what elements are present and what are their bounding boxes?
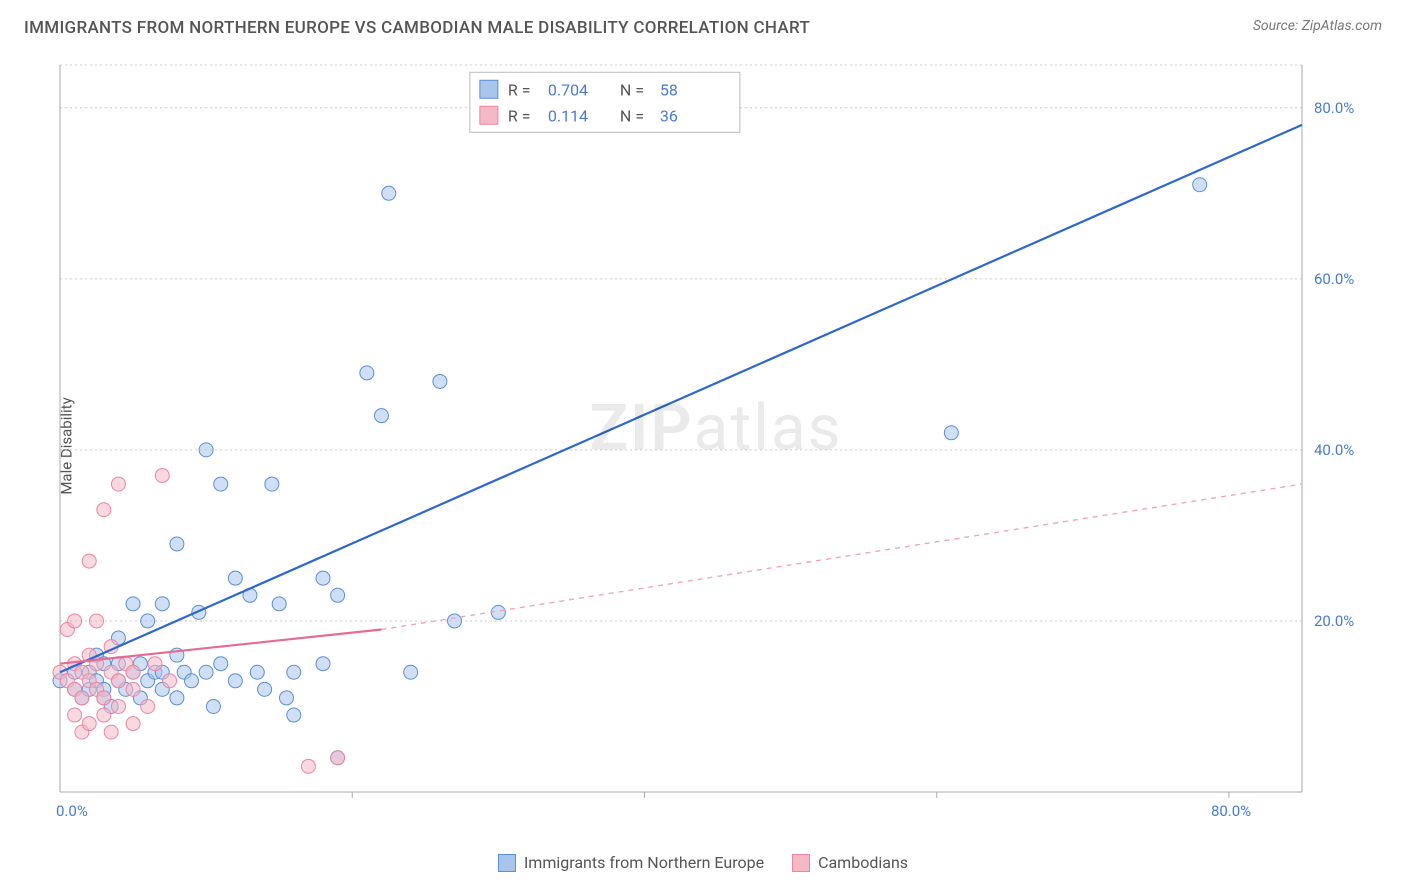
data-point: [68, 708, 82, 722]
data-point: [90, 614, 104, 628]
data-point: [374, 409, 388, 423]
data-point: [214, 477, 228, 491]
data-point: [75, 691, 89, 705]
correlation-legend: R = 0.704 N = 58 R = 0.114 N = 36: [470, 72, 740, 132]
data-point: [382, 186, 396, 200]
source-label: Source:: [1253, 18, 1298, 34]
legend-label-1: Immigrants from Northern Europe: [524, 853, 764, 872]
data-point: [199, 443, 213, 457]
legend-swatch: [480, 106, 498, 124]
data-point: [163, 674, 177, 688]
scatter-chart-svg: 20.0% 40.0% 60.0% 80.0% 0.0% 80.0% R = 0.704 N =…: [50, 55, 1382, 832]
data-point: [331, 751, 345, 765]
data-point: [126, 717, 140, 731]
legend-n-label: N =: [620, 80, 644, 99]
data-point: [126, 682, 140, 696]
data-point: [97, 708, 111, 722]
data-point: [82, 717, 96, 731]
data-point: [287, 665, 301, 679]
data-point: [279, 691, 293, 705]
data-point: [170, 691, 184, 705]
data-point: [944, 426, 958, 440]
legend-n-label: N =: [620, 106, 644, 125]
data-point: [228, 674, 242, 688]
data-point: [111, 699, 125, 713]
source-attribution: Source: ZipAtlas.com: [1253, 18, 1382, 34]
source-name: ZipAtlas.com: [1302, 18, 1382, 34]
data-point: [126, 597, 140, 611]
data-point: [433, 374, 447, 388]
legend-swatch-2: [792, 854, 810, 872]
data-point: [185, 674, 199, 688]
data-point: [141, 699, 155, 713]
legend-item-series-2: Cambodians: [792, 853, 908, 872]
data-point: [448, 614, 462, 628]
legend-n-value: 36: [660, 106, 678, 125]
legend-r-value: 0.114: [548, 106, 588, 125]
data-point: [206, 699, 220, 713]
legend-r-value: 0.704: [548, 80, 588, 99]
data-point: [316, 657, 330, 671]
legend-item-series-1: Immigrants from Northern Europe: [498, 853, 764, 872]
bottom-legend: Immigrants from Northern Europe Cambodia…: [0, 853, 1406, 872]
data-point: [258, 682, 272, 696]
y-tick-label: 20.0%: [1314, 612, 1354, 630]
legend-n-value: 58: [660, 80, 678, 99]
data-point: [250, 665, 264, 679]
data-point: [82, 554, 96, 568]
legend-swatch: [480, 80, 498, 98]
chart-area: 20.0% 40.0% 60.0% 80.0% 0.0% 80.0% R = 0.704 N =…: [50, 55, 1382, 832]
legend-swatch-1: [498, 854, 516, 872]
data-point: [316, 571, 330, 585]
data-point: [301, 759, 315, 773]
data-point: [155, 597, 169, 611]
data-point: [287, 708, 301, 722]
data-point: [97, 503, 111, 517]
data-point: [126, 665, 140, 679]
y-tick-label: 60.0%: [1314, 270, 1354, 288]
data-point: [148, 657, 162, 671]
data-point: [404, 665, 418, 679]
data-point: [228, 571, 242, 585]
data-point: [360, 366, 374, 380]
legend-r-label: R =: [508, 106, 531, 125]
data-point: [155, 469, 169, 483]
data-point: [104, 725, 118, 739]
data-point: [111, 674, 125, 688]
y-tick-label: 80.0%: [1314, 99, 1354, 117]
data-point: [68, 614, 82, 628]
data-point: [97, 691, 111, 705]
data-point: [170, 537, 184, 551]
data-point: [331, 588, 345, 602]
data-point: [272, 597, 286, 611]
data-point: [1193, 178, 1207, 192]
trend-line-series-1: [60, 125, 1302, 672]
data-point: [111, 477, 125, 491]
y-tick-label: 40.0%: [1314, 441, 1354, 459]
x-tick-label: 80.0%: [1211, 802, 1251, 820]
legend-label-2: Cambodians: [818, 853, 908, 872]
data-point: [199, 665, 213, 679]
trend-line-series-2-dash: [381, 484, 1302, 629]
legend-r-label: R =: [508, 80, 531, 99]
x-tick-label: 0.0%: [56, 802, 88, 820]
chart-header: IMMIGRANTS FROM NORTHERN EUROPE VS CAMBO…: [0, 0, 1406, 38]
data-point: [265, 477, 279, 491]
data-point: [141, 614, 155, 628]
data-point: [214, 657, 228, 671]
chart-title: IMMIGRANTS FROM NORTHERN EUROPE VS CAMBO…: [24, 18, 810, 38]
